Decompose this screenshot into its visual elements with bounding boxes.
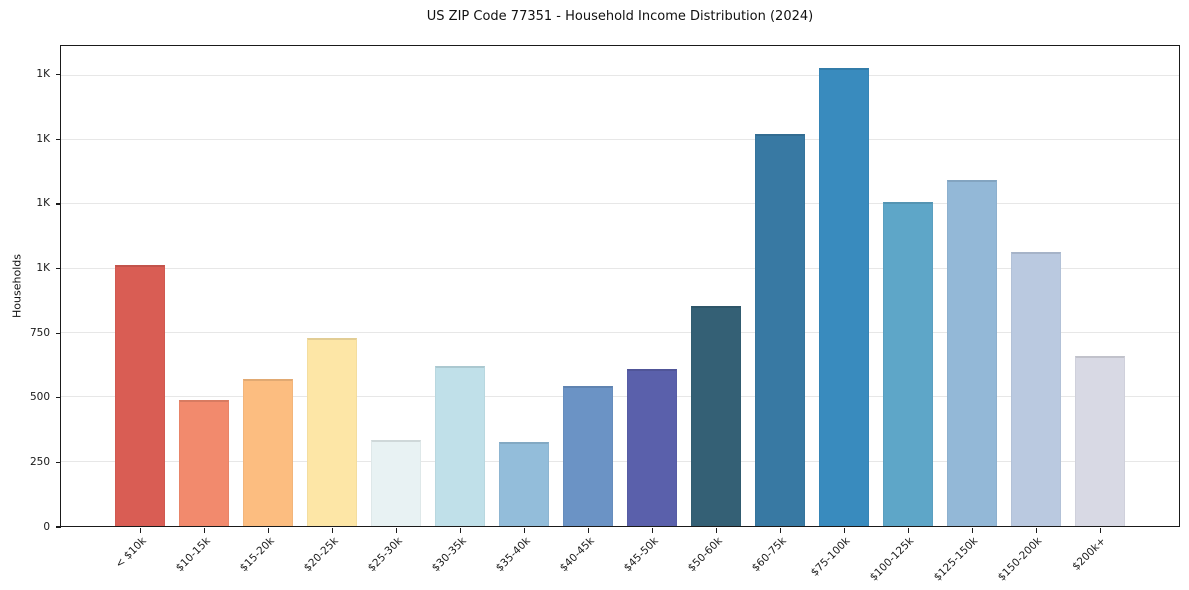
x-tick-mark: [204, 528, 206, 533]
bar-slot: $40-45k: [557, 46, 613, 574]
gridline: [61, 460, 1179, 462]
bar-150-200k: [1011, 251, 1061, 526]
bar-125-150k: [947, 179, 997, 526]
x-tick-label: $150-200k: [995, 535, 1045, 584]
y-tick-mark: [56, 267, 61, 270]
bar-30-35k: [435, 366, 485, 526]
y-tick-label: 500: [29, 391, 50, 404]
bar-slot: $10-15k: [173, 46, 229, 574]
gridline: [61, 396, 1179, 398]
y-tick-label: 1K: [36, 197, 50, 210]
bar-slot: $60-75k: [749, 46, 805, 574]
x-tick-label: $30-35k: [429, 535, 469, 575]
bar-slot: $35-40k: [493, 46, 549, 574]
bar-100-125k: [883, 201, 933, 526]
bar-10-15k: [179, 399, 229, 526]
gridline: [61, 138, 1179, 140]
bar-slot: $25-30k: [365, 46, 421, 574]
y-tick-mark: [56, 461, 61, 463]
x-tick-mark: [140, 528, 142, 533]
bar-slot: $200k+: [1071, 46, 1125, 573]
bar-slot: $15-20k: [237, 46, 293, 574]
bar-35-40k: [499, 442, 549, 526]
bar-25-30k: [371, 439, 421, 526]
x-tick-label: $100-125k: [867, 535, 917, 584]
bar-60-75k: [755, 133, 805, 526]
y-tick-mark: [56, 203, 61, 205]
x-tick-label: $125-150k: [931, 535, 981, 584]
y-tick-mark: [56, 526, 61, 528]
bar-slot: $75-100k: [809, 46, 869, 579]
x-tick-mark: [1100, 528, 1102, 533]
gridline: [61, 267, 1179, 269]
bar-20-25k: [307, 338, 357, 526]
y-axis: 0 250 500 750 1K 1K 1K 1K: [0, 45, 61, 533]
bar-slot: $50-60k: [685, 46, 741, 574]
bar-75-100k: [819, 67, 869, 526]
x-tick-mark: [1036, 528, 1038, 533]
x-tick-label: $200k+: [1070, 535, 1109, 573]
y-tick-mark: [56, 138, 61, 140]
bar-10k: [115, 264, 165, 526]
gridlines: [61, 46, 1179, 526]
x-tick-label: $10-15k: [173, 535, 213, 575]
y-tick-label: 250: [29, 455, 50, 468]
y-tick-mark: [56, 332, 61, 334]
x-tick-mark: [396, 528, 398, 533]
x-tick-label: $40-45k: [557, 535, 597, 575]
chart-title: US ZIP Code 77351 - Household Income Dis…: [426, 9, 814, 24]
x-tick-label: < $10k: [112, 535, 149, 571]
x-tick-mark: [524, 528, 526, 533]
x-tick-mark: [588, 528, 590, 533]
x-tick-mark: [332, 528, 334, 533]
x-tick-label: $20-25k: [301, 535, 341, 575]
gridline: [61, 331, 1179, 333]
bar-200k: [1075, 356, 1125, 526]
bar-slot: $100-125k: [868, 46, 933, 584]
bar-50-60k: [691, 305, 741, 526]
x-tick-label: $25-30k: [365, 535, 405, 575]
x-tick-label: $60-75k: [749, 535, 789, 575]
gridline: [61, 203, 1179, 205]
gridline: [61, 74, 1179, 76]
y-tick-label: 1K: [36, 68, 50, 81]
plot-area: < $10k $10-15k $15-20k $20-25k $25-30k $30-35…: [60, 45, 1180, 584]
bar-15-20k: [243, 379, 293, 526]
y-tick-mark: [56, 397, 61, 399]
bar-slot: $30-35k: [429, 46, 485, 574]
y-tick-label: 1K: [36, 262, 50, 275]
x-tick-label: $35-40k: [493, 535, 533, 575]
x-tick-mark: [460, 528, 462, 533]
bar-slot: $125-150k: [932, 46, 997, 584]
y-tick-label: 1K: [36, 132, 50, 145]
bar-slot: $20-25k: [301, 46, 357, 574]
x-tick-label: $50-60k: [685, 535, 725, 575]
x-tick-mark: [972, 528, 974, 533]
bar-40-45k: [563, 385, 613, 526]
x-tick-mark: [268, 528, 270, 533]
bar-slot: $150-200k: [996, 46, 1061, 584]
bar-slot: $45-50k: [621, 46, 677, 574]
bars: < $10k $10-15k $15-20k $20-25k $25-30k $30-35…: [61, 46, 1179, 584]
x-tick-mark: [780, 528, 782, 533]
bar-45-50k: [627, 369, 677, 526]
x-tick-mark: [652, 528, 654, 533]
y-tick-label: 750: [29, 326, 50, 339]
x-tick-mark: [908, 528, 910, 533]
y-tick-mark: [56, 74, 61, 76]
y-tick-label: 0: [43, 520, 50, 533]
bar-slot: < $10k: [113, 46, 165, 571]
x-tick-label: $45-50k: [621, 535, 661, 575]
x-tick-label: $15-20k: [237, 535, 277, 575]
x-tick-label: $75-100k: [808, 535, 853, 579]
x-tick-mark: [844, 528, 846, 533]
x-tick-mark: [716, 528, 718, 533]
